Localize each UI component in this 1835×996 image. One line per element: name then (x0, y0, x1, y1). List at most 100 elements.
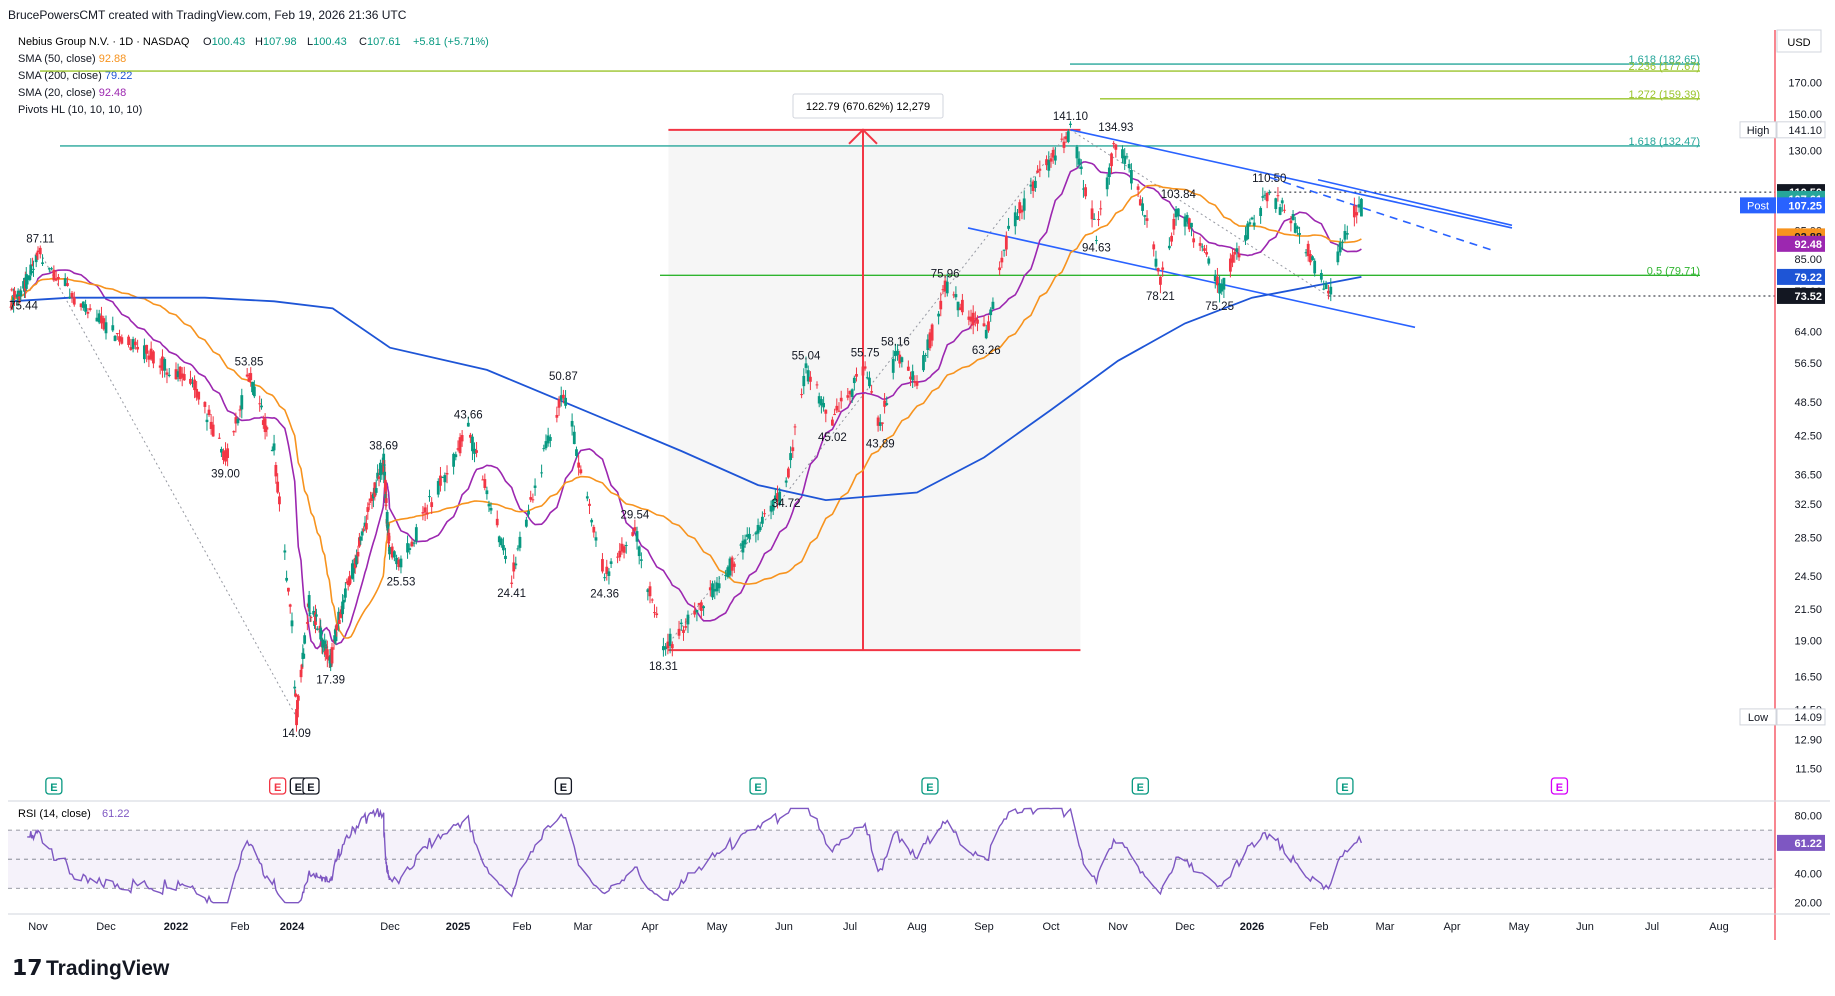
fib-labels: 1.618 (182.65)2.236 (177.67) 1.272 (159.3… (1628, 54, 1700, 277)
candle-body (1322, 288, 1326, 290)
candle-body (702, 606, 705, 609)
earnings-marker[interactable] (554, 777, 573, 795)
candle-body (909, 376, 912, 380)
candle-body (247, 377, 251, 382)
rsi-value-inline: 61.22 (102, 808, 130, 820)
candle-body (891, 358, 895, 373)
time-tick: 2024 (280, 921, 305, 933)
candle-body (288, 604, 292, 607)
candle-body (252, 386, 256, 397)
trendline-upper-extended[interactable] (1317, 178, 1513, 227)
candle-body (833, 414, 836, 416)
legend-indicator[interactable]: SMA (50, close) 92.88 (18, 53, 126, 65)
candle-body (791, 447, 795, 452)
tradingview-logo[interactable]: 𝟭𝟳 TradingView (12, 955, 170, 980)
candle-body (167, 374, 171, 377)
sma200-line[interactable] (10, 276, 1362, 502)
candle-body (357, 537, 361, 547)
candle-body (939, 300, 943, 310)
time-tick: Mar (1376, 921, 1395, 933)
measure-box[interactable]: 122.79 (670.62%) 12,279 (792, 93, 944, 119)
candle-body (1105, 177, 1109, 190)
earnings-marker[interactable] (1131, 777, 1149, 795)
candle-body (952, 294, 956, 296)
candle-body (374, 488, 378, 493)
earnings-marker-label: E (1137, 782, 1144, 794)
sma50-line[interactable] (10, 184, 1362, 639)
candle-body (588, 503, 591, 506)
price-badge (1777, 287, 1825, 304)
legend-indicator[interactable]: SMA (200, close) 79.22 (18, 70, 132, 82)
candle-body (557, 399, 561, 408)
rsi-pane[interactable] (8, 807, 1775, 905)
time-tick: Dec (96, 921, 116, 933)
candle-body (928, 332, 932, 349)
price-axis[interactable]: 170.00150.00130.00110.0095.0085.0075.006… (1788, 77, 1822, 775)
candle-body (633, 527, 637, 531)
candle-body (1205, 252, 1209, 255)
candle-body (176, 371, 180, 378)
candle-body (618, 550, 622, 558)
candle-body (17, 296, 21, 299)
price-tick: 48.50 (1794, 397, 1822, 409)
candle-body (1289, 220, 1293, 224)
candle-body (343, 588, 347, 598)
candle-body (367, 503, 371, 505)
time-tick: 2025 (446, 921, 470, 933)
earnings-marker[interactable] (45, 777, 63, 795)
candle-body (337, 619, 341, 625)
candle-body (180, 373, 184, 378)
candle-body (68, 296, 72, 299)
pivot-label: 75.44 (9, 300, 38, 312)
earnings-marker[interactable] (1550, 777, 1569, 795)
candle-body (728, 558, 732, 576)
pivot-label: 24.41 (497, 588, 526, 600)
candle-body (542, 448, 546, 450)
time-axis[interactable]: Nov Dec 2022 Feb 2024 Dec 2025 Feb Mar Apr May Jun J… (28, 921, 1729, 933)
candle-body (95, 317, 99, 322)
candle-body (815, 384, 819, 386)
candle-body (1192, 238, 1196, 243)
candle-body (395, 557, 398, 565)
tradingview-brand: TradingView (46, 957, 170, 980)
legend-indicator[interactable]: SMA (20, close) 92.48 (18, 87, 126, 99)
price-tick: 12.90 (1794, 734, 1822, 746)
extreme-tag-label: High (1747, 125, 1770, 137)
candle-body (984, 329, 988, 339)
candle-body (445, 472, 449, 475)
earnings-marker[interactable] (1336, 777, 1354, 795)
candle-body (84, 304, 87, 312)
earnings-marker[interactable] (921, 777, 939, 795)
candle-body (63, 278, 67, 287)
rsi-line[interactable] (27, 807, 1363, 905)
legend: Nebius Group N.V. · 1D · NASDAQ O100.43 H… (18, 36, 489, 116)
price-tick: 21.50 (1794, 604, 1822, 616)
candle-body (699, 602, 703, 611)
legend-indicator[interactable]: Pivots HL (10, 10, 10, 10) (18, 104, 142, 116)
candle-body (824, 409, 828, 414)
candle-body (145, 344, 149, 354)
candle-body (178, 366, 182, 380)
candle-body (217, 437, 221, 439)
candle-body (35, 252, 39, 257)
currency-box[interactable]: USD (1776, 29, 1822, 53)
candle-body (41, 262, 44, 264)
earnings-marker[interactable] (749, 777, 767, 795)
candle-body (366, 507, 370, 512)
channel-upper-line[interactable] (1070, 129, 1513, 229)
candle-body (876, 417, 880, 426)
candle-body (1213, 274, 1217, 282)
legend-symbol[interactable]: Nebius Group N.V. · 1D · NASDAQ (18, 36, 190, 48)
earnings-marker[interactable] (302, 777, 320, 795)
extreme-tag (1739, 708, 1777, 726)
channel-lower-line[interactable] (967, 227, 1416, 329)
candle-body (893, 351, 897, 357)
earnings-marker[interactable] (269, 777, 287, 795)
candle-body (1200, 246, 1204, 248)
candle-body (1007, 225, 1010, 229)
earnings-marker-label: E (307, 782, 314, 794)
candle-body (1252, 222, 1256, 226)
trendline-dashed[interactable] (1269, 176, 1493, 251)
candle-body (635, 531, 639, 542)
